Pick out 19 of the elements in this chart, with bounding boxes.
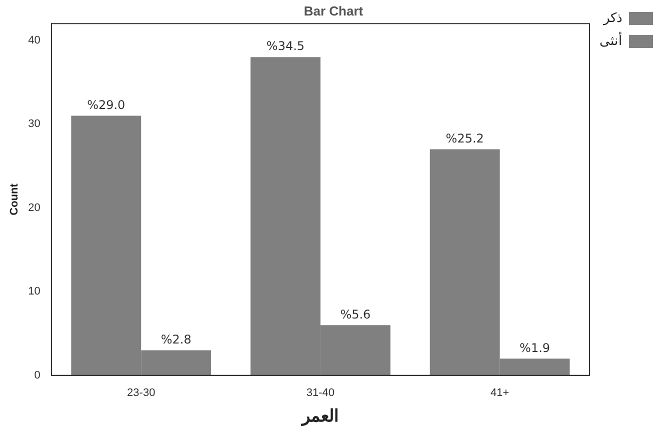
annotation: %2.8	[160, 332, 192, 346]
y-axis-title: Count	[8, 183, 21, 216]
annotation: %1.9	[520, 340, 550, 355]
legend-label: أنثى	[600, 32, 622, 48]
x-tick-label: 41+	[490, 387, 510, 400]
annotation: %29.0	[87, 98, 126, 112]
x-axis-title: العمر	[300, 406, 339, 426]
annotation: %25.2	[446, 131, 484, 146]
y-tick-label: 20	[28, 202, 40, 214]
chart-title: Bar Chart	[304, 3, 364, 18]
x-tick-label: 31-40	[306, 387, 335, 400]
legend-label: ذكر	[602, 10, 622, 26]
x-tick-label: 23-30	[127, 387, 156, 400]
y-tick-label: 0	[34, 369, 40, 382]
annotation: %5.6	[340, 307, 371, 322]
y-tick-label: 10	[28, 286, 40, 298]
annotation: %34.5	[266, 39, 305, 54]
y-tick-label: 40	[28, 34, 40, 46]
y-tick-label: 30	[28, 118, 40, 130]
